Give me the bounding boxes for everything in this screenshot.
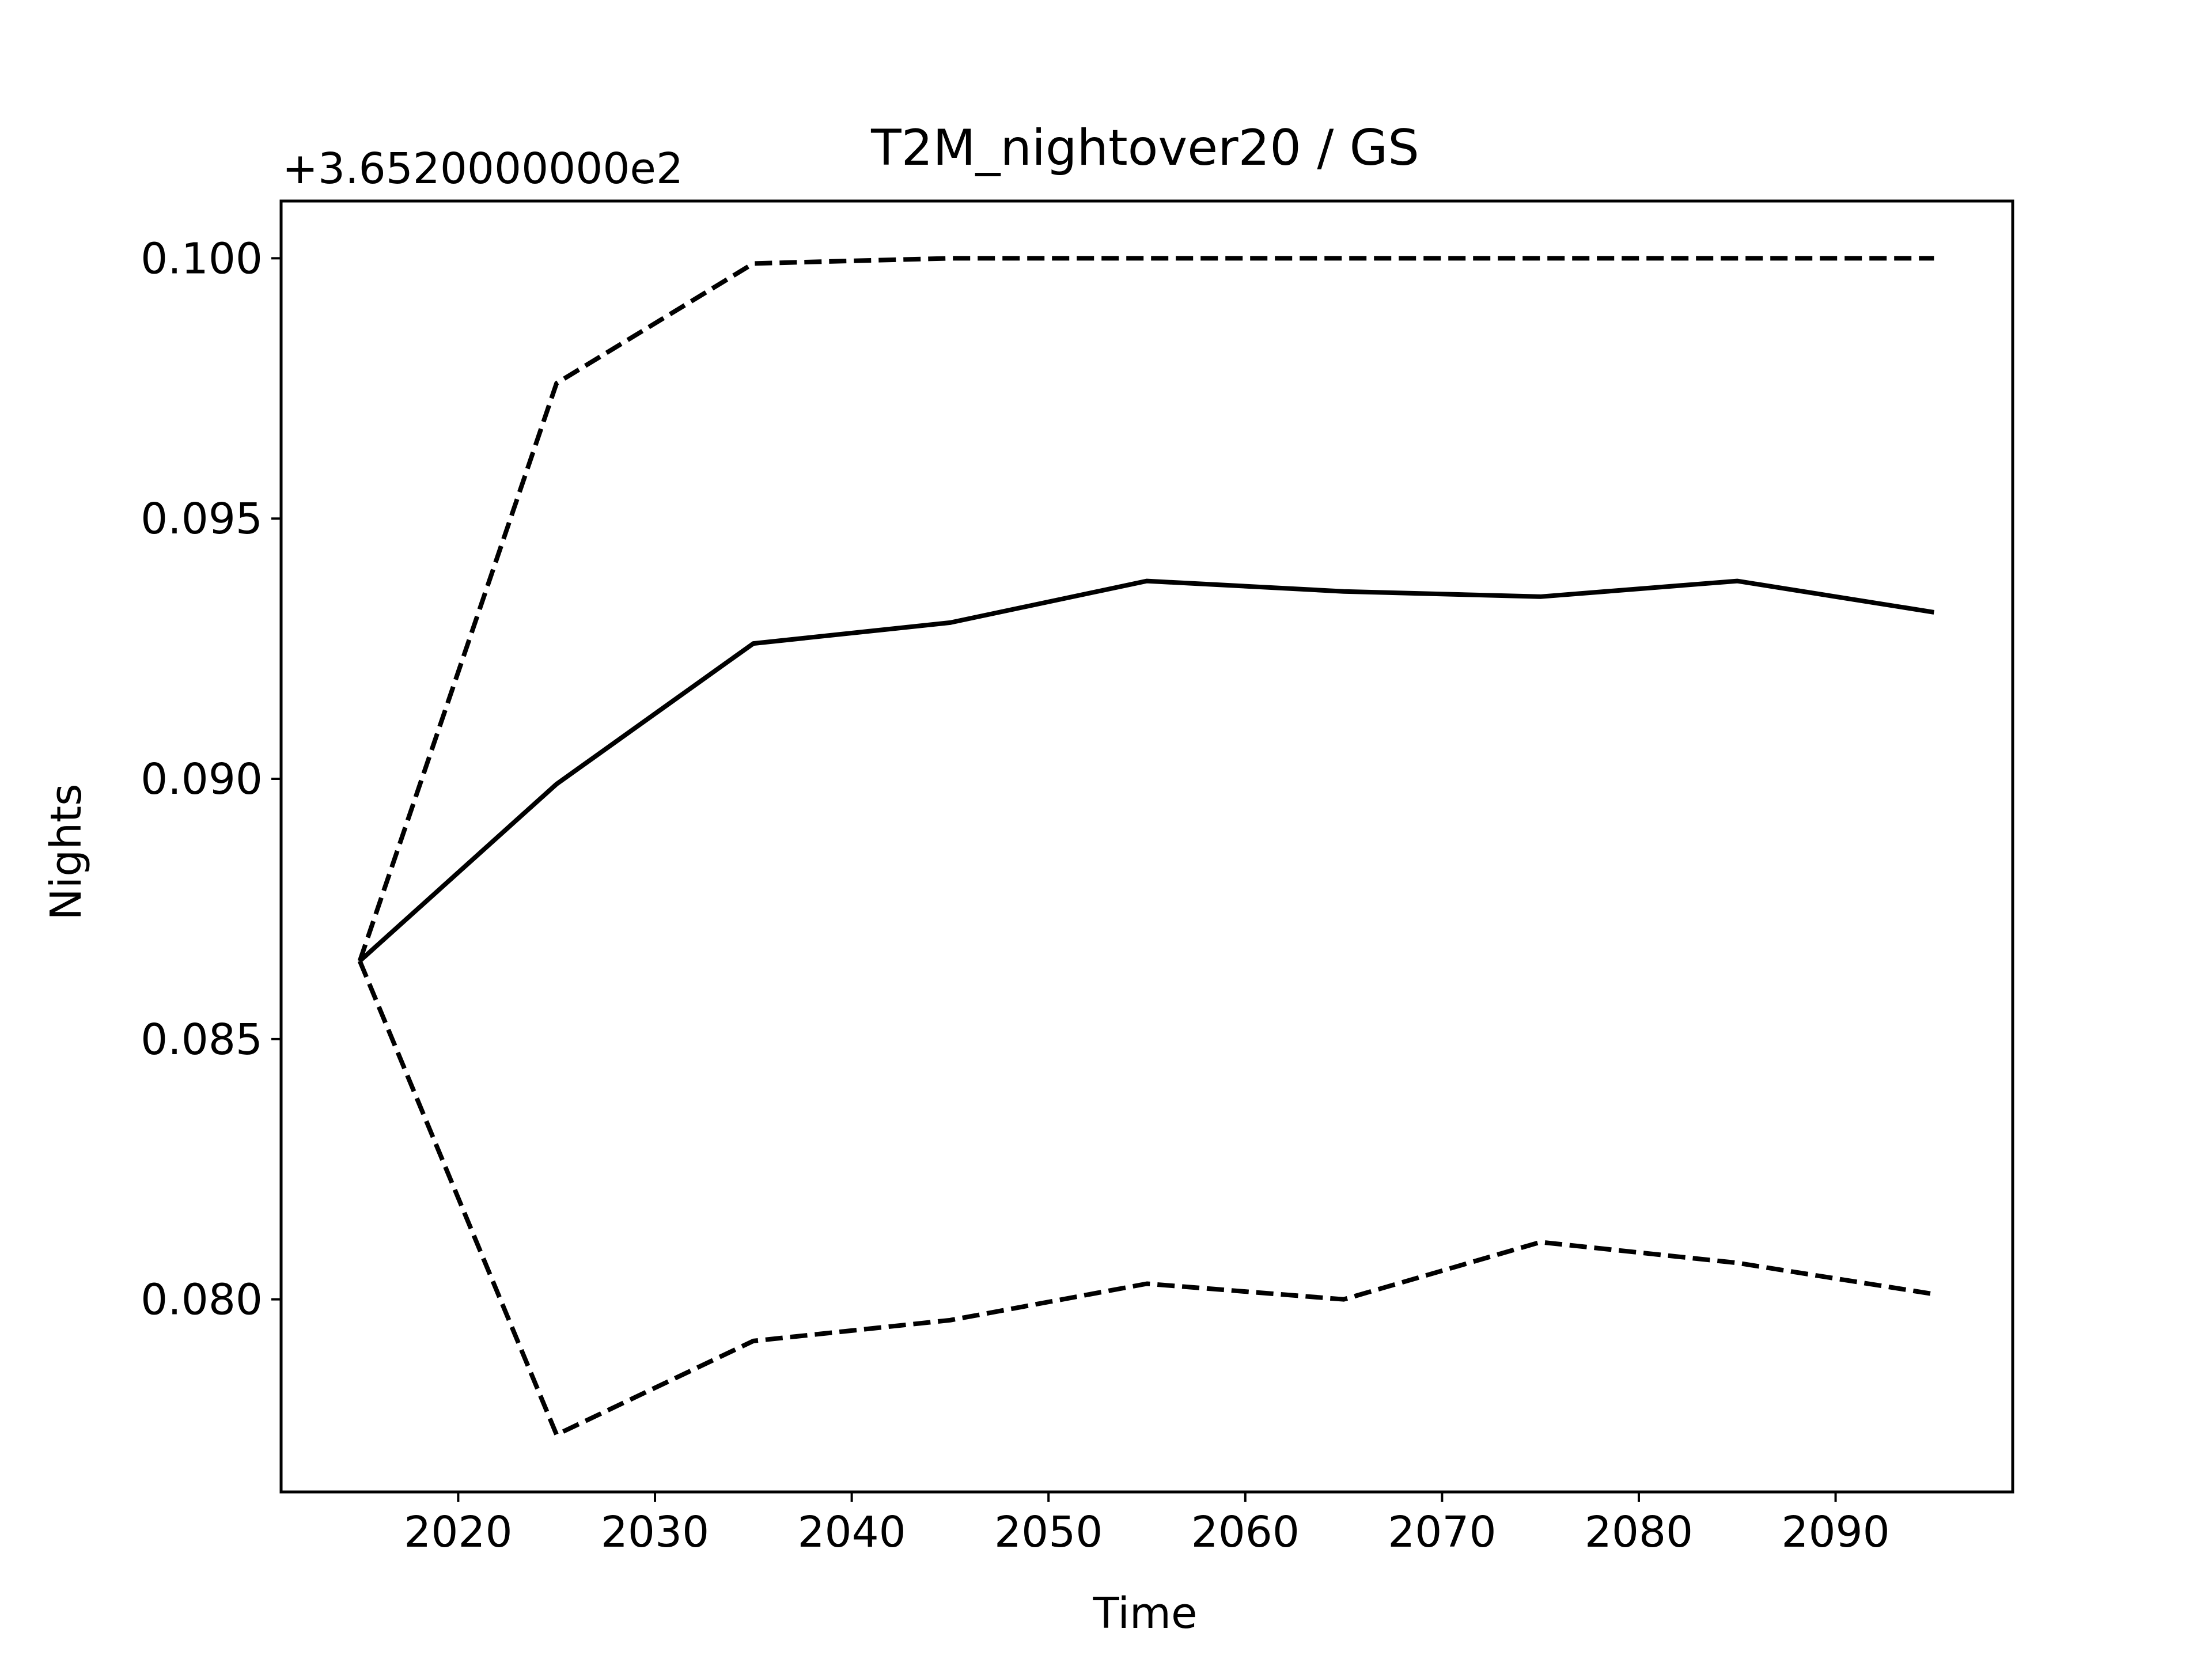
- y-tick-label: 0.080: [141, 1275, 263, 1325]
- solid-series-line-0: [358, 578, 1935, 963]
- series-lines: [357, 256, 1935, 1437]
- y-tick-label: 0.085: [141, 1015, 263, 1065]
- x-axis-label: Time: [1092, 1589, 1197, 1638]
- x-tick-label: 2060: [1191, 1508, 1300, 1557]
- y-offset-label: +3.6520000000e2: [282, 144, 683, 194]
- dashed-series-line-2: [357, 960, 1935, 1437]
- x-tick-label: 2090: [1781, 1508, 1889, 1557]
- y-tick-label: 0.095: [141, 494, 263, 544]
- axis-ticks: 2020 2030 2040 2050 2060 2070 2080 2090 0.080 0.0…: [141, 234, 1890, 1557]
- x-tick-label: 2020: [404, 1508, 512, 1557]
- y-tick-label: 0.100: [141, 234, 263, 283]
- x-tick-label: 2040: [797, 1508, 906, 1557]
- x-tick-label: 2050: [994, 1508, 1103, 1557]
- dashed-series-line-1: [357, 256, 1934, 962]
- plot-area-frame: [279, 199, 2014, 1494]
- y-axis-label: Nights: [41, 783, 91, 920]
- x-tick-label: 2030: [601, 1508, 709, 1557]
- x-tick-label: 2070: [1388, 1508, 1496, 1557]
- chart-title: T2M_nightover20 / GS: [870, 119, 1419, 177]
- y-tick-label: 0.090: [141, 755, 263, 804]
- x-tick-label: 2080: [1585, 1508, 1693, 1557]
